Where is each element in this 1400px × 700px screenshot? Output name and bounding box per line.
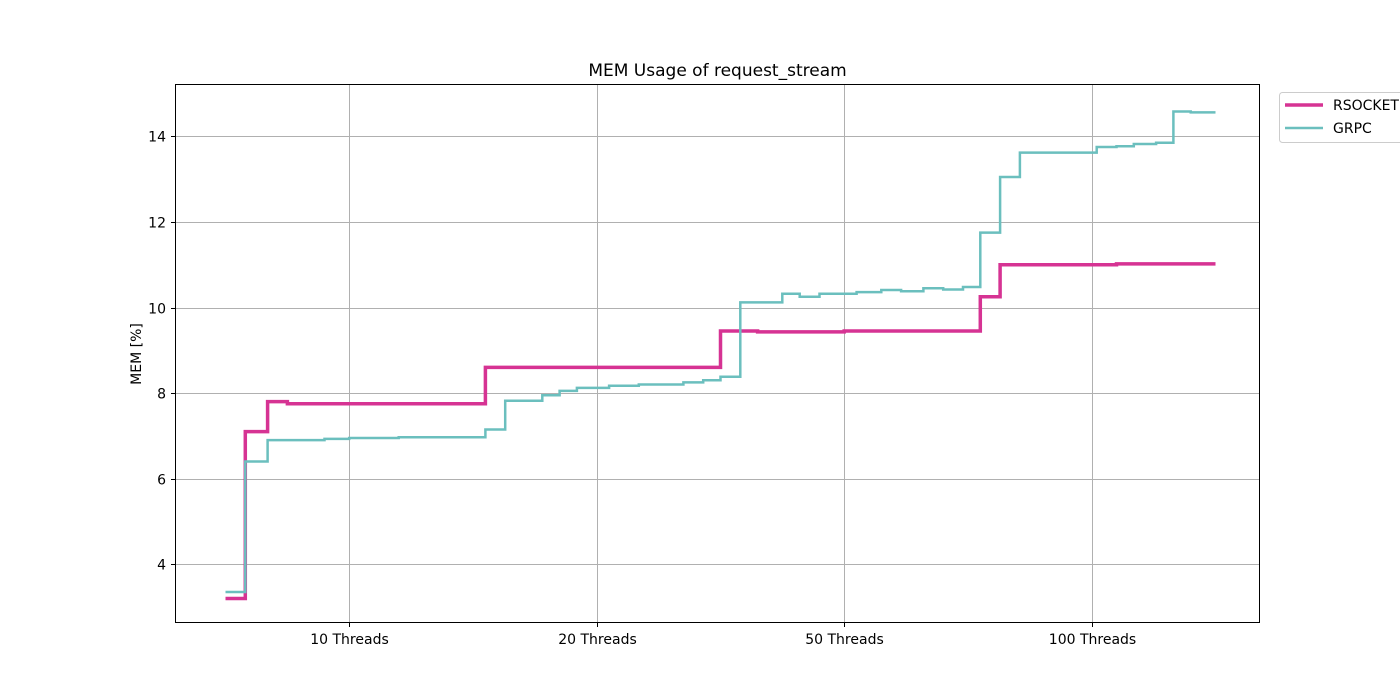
y-axis: 4 6 8 10 12 14 [148, 130, 176, 574]
y-tick-label: 14 [148, 130, 166, 146]
y-tick-label: 8 [157, 387, 166, 403]
y-tick-label: 4 [157, 558, 166, 574]
y-tick-label: 6 [157, 473, 166, 489]
x-tick-label: 50 Threads [805, 632, 884, 648]
series-line-rsocket [225, 262, 1216, 601]
x-tick-label: 100 Threads [1049, 632, 1136, 648]
plot-series [225, 110, 1216, 601]
y-tick-label: 12 [148, 216, 166, 232]
series-line-grpc [225, 110, 1216, 594]
x-axis: 10 Threads 20 Threads 50 Threads 100 Thread… [310, 622, 1136, 648]
x-tick-label: 10 Threads [310, 632, 389, 648]
plot-area-frame [175, 84, 1260, 623]
y-tick-label: 10 [148, 302, 166, 318]
x-tick-label: 20 Threads [558, 632, 637, 648]
legend-label-grpc: GRPC [1333, 121, 1372, 137]
legend: RSOCKET GRPC [1279, 92, 1400, 143]
chart-title: MEM Usage of request_stream [588, 61, 846, 81]
grid [176, 85, 1260, 622]
y-axis-label: MEM [%] [129, 323, 145, 385]
legend-label-rsocket: RSOCKET [1333, 98, 1399, 114]
